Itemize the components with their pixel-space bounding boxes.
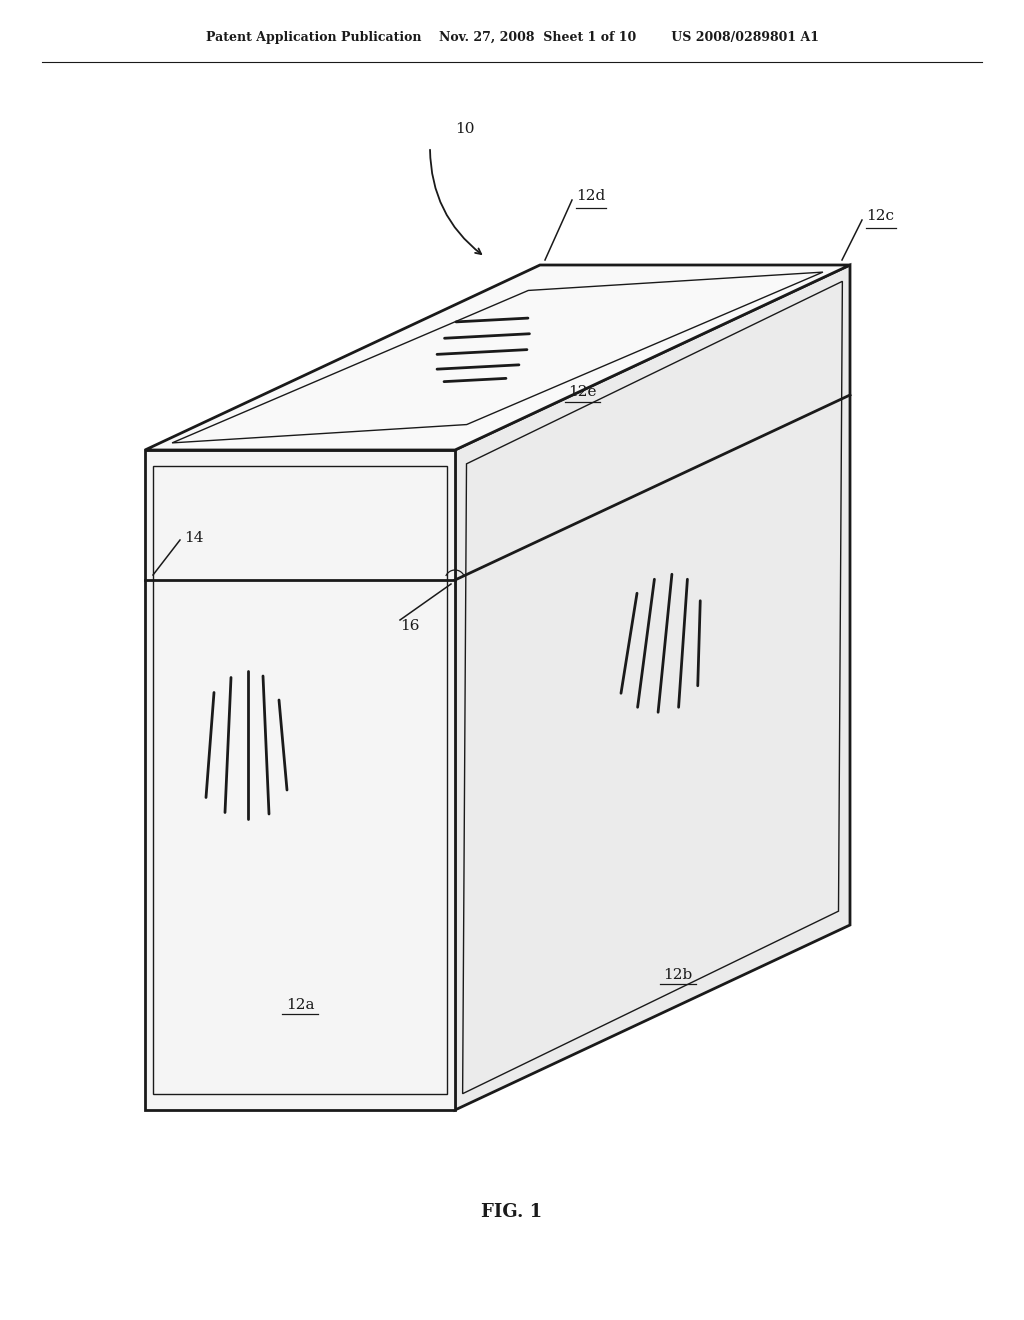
Text: 12e: 12e	[568, 385, 597, 400]
Text: FIG. 1: FIG. 1	[481, 1203, 543, 1221]
Polygon shape	[145, 450, 455, 1110]
Text: 12c: 12c	[866, 209, 894, 223]
Polygon shape	[455, 265, 850, 1110]
Text: 12b: 12b	[663, 968, 692, 982]
Text: 12a: 12a	[286, 998, 314, 1012]
Text: 12d: 12d	[577, 189, 605, 203]
Text: 14: 14	[184, 531, 204, 545]
Text: 16: 16	[400, 619, 420, 634]
Text: Patent Application Publication    Nov. 27, 2008  Sheet 1 of 10        US 2008/02: Patent Application Publication Nov. 27, …	[206, 32, 818, 45]
Text: 10: 10	[455, 121, 474, 136]
Polygon shape	[145, 265, 850, 450]
